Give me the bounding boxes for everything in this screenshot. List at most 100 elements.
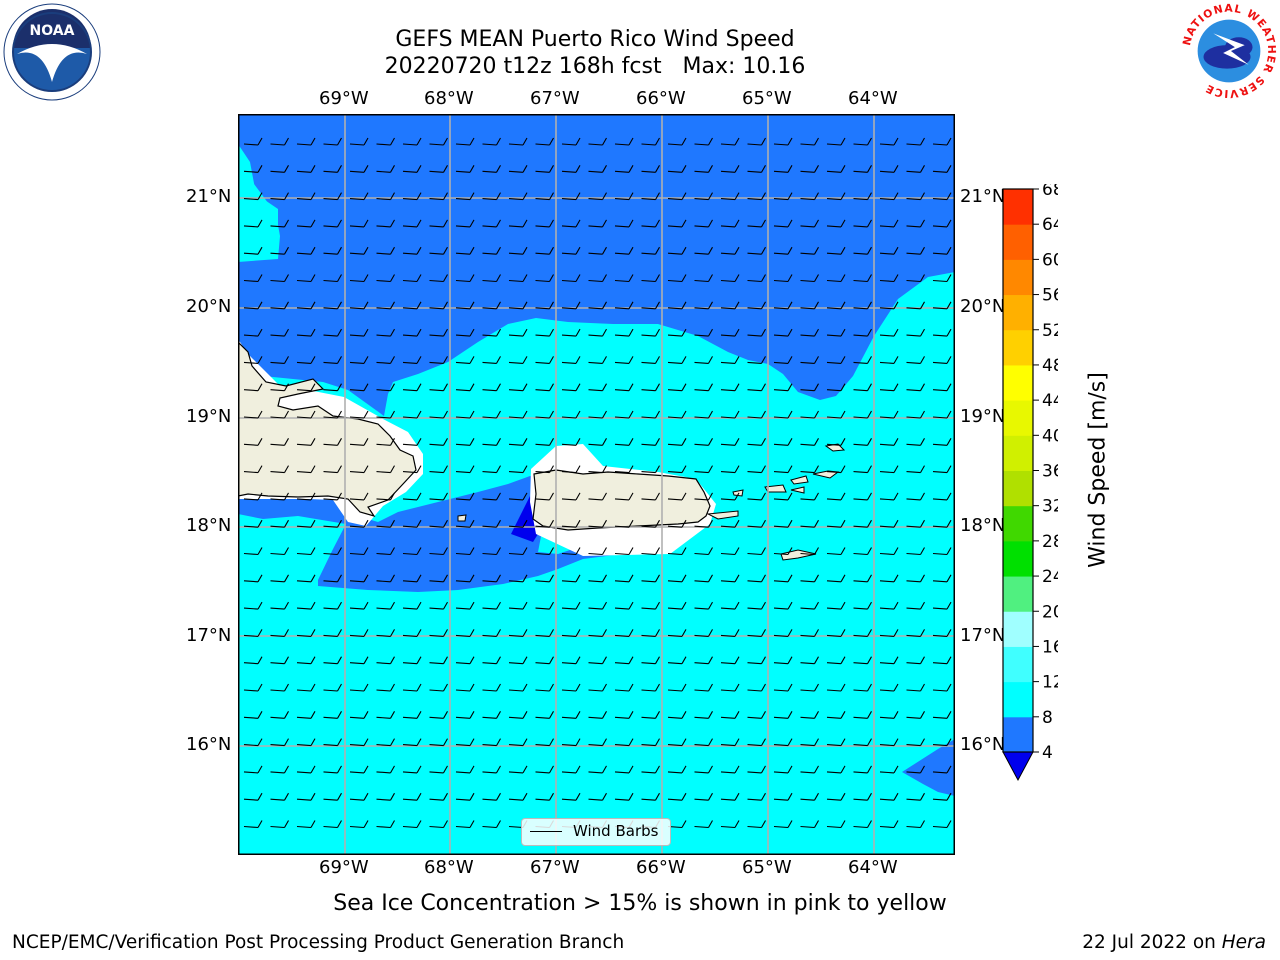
wind-barb xyxy=(402,219,422,228)
wind-barb xyxy=(270,519,289,528)
wind-barb xyxy=(561,356,581,364)
lon-tick-bottom: 66°W xyxy=(636,857,686,878)
wind-barb xyxy=(429,656,448,665)
wind-barb xyxy=(614,165,634,173)
wind-barb xyxy=(455,574,475,583)
wind-barb xyxy=(376,574,395,583)
wind-barb xyxy=(614,765,634,774)
wind-barb xyxy=(296,738,316,747)
wind-barb xyxy=(402,820,422,829)
wind-barb xyxy=(588,574,607,583)
wind-barb xyxy=(561,519,581,528)
wind-barb xyxy=(429,492,448,501)
wind-barb xyxy=(826,765,846,774)
wind-barb xyxy=(535,738,554,747)
wind-barb xyxy=(429,711,448,719)
wind-barb xyxy=(402,711,422,719)
wind-barb xyxy=(720,356,740,364)
wind-barb xyxy=(747,656,766,665)
wind-barb xyxy=(853,410,872,419)
wind-barb xyxy=(614,301,634,310)
wind-barb xyxy=(455,165,475,173)
wind-barb xyxy=(720,465,740,474)
wind-barb xyxy=(376,601,395,610)
wind-barb xyxy=(614,328,634,337)
wind-barb xyxy=(323,246,342,255)
wind-barb xyxy=(800,492,819,501)
wind-barb xyxy=(614,711,634,719)
wind-barb xyxy=(720,792,740,801)
wind-barb xyxy=(455,683,475,692)
wind-barb xyxy=(402,328,422,337)
wind-barb xyxy=(376,192,395,201)
wind-barb xyxy=(243,438,263,446)
wind-barb xyxy=(614,383,634,392)
wind-barb xyxy=(720,683,740,692)
wind-barb xyxy=(482,820,501,829)
wind-barb xyxy=(720,492,740,501)
wind-barb xyxy=(773,629,793,637)
colorbar-tick-label: 64 xyxy=(1042,215,1058,235)
wind-barb xyxy=(720,274,740,283)
wind-barb xyxy=(747,246,766,255)
wind-barb xyxy=(588,629,607,637)
wind-barb xyxy=(773,246,793,255)
wind-barb xyxy=(270,137,289,146)
wind-barb xyxy=(508,547,528,556)
lat-tick-left: 17°N xyxy=(186,625,232,646)
wind-barb xyxy=(667,410,687,419)
wind-barb xyxy=(641,765,660,774)
wind-barb xyxy=(270,246,289,255)
wind-barb xyxy=(402,547,422,556)
wind-barb xyxy=(270,683,289,692)
wind-barb xyxy=(429,629,448,637)
wind-barb xyxy=(349,410,369,419)
wind-barb xyxy=(429,137,448,146)
lon-tick-top: 65°W xyxy=(742,88,792,109)
wind-barb xyxy=(243,629,263,637)
wind-barb xyxy=(455,301,475,310)
wind-barb xyxy=(932,519,952,528)
wind-barb xyxy=(906,656,925,665)
wind-barb xyxy=(906,629,925,637)
cyan-patch-northwest xyxy=(238,174,280,259)
wind-barb xyxy=(508,246,528,255)
wind-barb xyxy=(932,246,952,255)
wind-barb xyxy=(879,601,899,610)
lat-tick-right: 21°N xyxy=(960,186,1006,207)
wind-barb xyxy=(879,438,899,446)
wind-barb xyxy=(429,601,448,610)
wind-barb xyxy=(906,465,925,474)
wind-barb xyxy=(535,792,554,801)
wind-barb xyxy=(773,465,793,474)
footer-organization: NCEP/EMC/Verification Post Processing Pr… xyxy=(12,932,625,953)
lon-tick-bottom: 65°W xyxy=(742,857,792,878)
wind-barb xyxy=(773,792,793,801)
wind-barb xyxy=(323,820,342,829)
wind-barb xyxy=(906,137,925,146)
wind-barb xyxy=(747,301,766,310)
wind-barb xyxy=(826,547,846,556)
wind-barb xyxy=(376,165,395,173)
wind-barb xyxy=(296,301,316,310)
wind-barb xyxy=(826,137,846,146)
wind-barb xyxy=(296,792,316,801)
wind-barb xyxy=(932,383,952,392)
wind-barb xyxy=(535,274,554,283)
lon-tick-bottom: 67°W xyxy=(530,857,580,878)
colorbar-cell xyxy=(1003,364,1033,401)
wind-barb xyxy=(588,711,607,719)
colorbar-label: Wind Speed [m/s] xyxy=(1085,372,1111,568)
wind-barb xyxy=(561,328,581,337)
wind-barb xyxy=(720,246,740,255)
wind-barb xyxy=(720,192,740,201)
wind-barb xyxy=(561,274,581,283)
wind-barb xyxy=(773,765,793,774)
noaa-logo: NOAA xyxy=(3,3,101,101)
wind-barb xyxy=(614,519,634,528)
wind-barb xyxy=(455,601,475,610)
wind-barb xyxy=(694,765,713,774)
wind-barb xyxy=(800,574,819,583)
wind-barb xyxy=(243,711,263,719)
wind-barb xyxy=(906,356,925,364)
